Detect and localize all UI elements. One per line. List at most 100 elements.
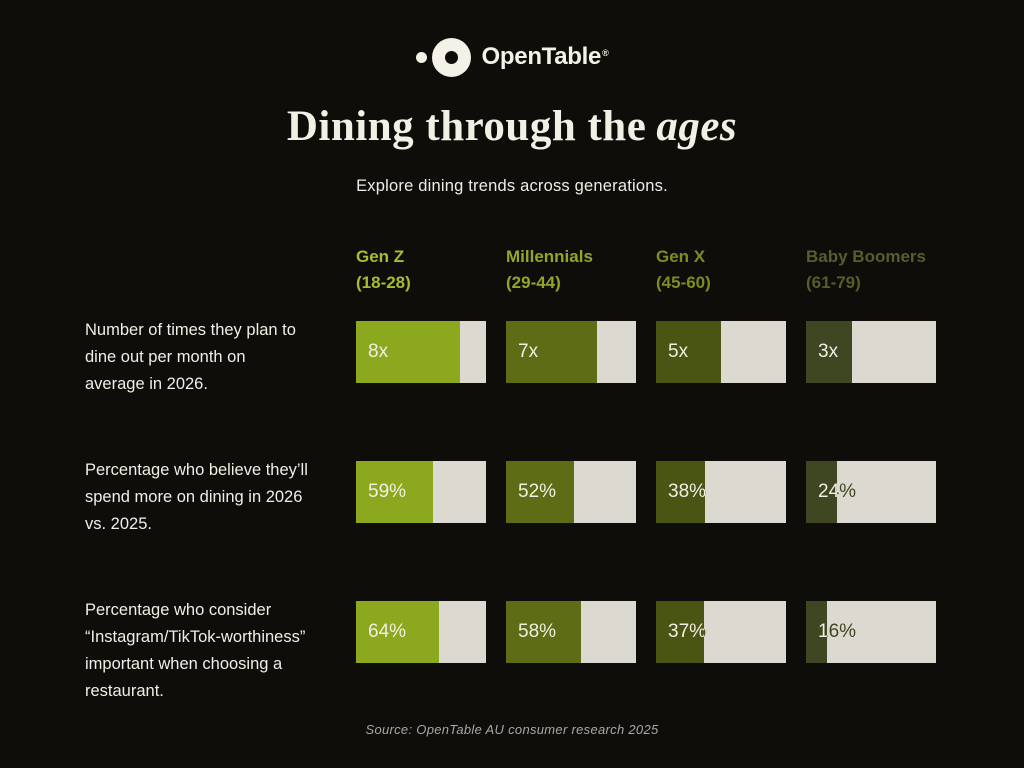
logo-donut-icon bbox=[431, 37, 471, 77]
generation-column-headers: Gen Z (18-28) Millennials (29-44) Gen X … bbox=[356, 244, 936, 296]
bar-baby-boomers: 3x 3x bbox=[806, 321, 936, 383]
bar-value: 59% bbox=[368, 481, 407, 502]
bar-value: 16% bbox=[818, 621, 827, 642]
bar-millennials: 52% 52% bbox=[506, 461, 636, 523]
metric-row-spend-more: Percentage who believe they’ll spend mor… bbox=[0, 461, 1024, 533]
bar-fill bbox=[356, 601, 440, 663]
logo-wordmark: OpenTable® bbox=[482, 43, 609, 71]
bar-value-under: 58% bbox=[518, 621, 557, 642]
bar-value-clip: 52% bbox=[506, 461, 574, 523]
row-label-line: restaurant. bbox=[85, 682, 164, 700]
bar-value-under: 5x bbox=[668, 341, 689, 362]
bar-fill bbox=[506, 321, 597, 383]
column-header-gen-x: Gen X (45-60) bbox=[656, 244, 786, 296]
bar-value-clip: 37% bbox=[656, 601, 704, 663]
column-header-gen-z: Gen Z (18-28) bbox=[356, 244, 486, 296]
column-header-baby-boomers: Baby Boomers (61-79) bbox=[806, 244, 936, 296]
bar-fill bbox=[656, 461, 706, 523]
bar-value: 37% bbox=[668, 621, 705, 642]
bar-value-clip: 24% bbox=[806, 461, 837, 523]
opentable-logo: OpenTable® bbox=[0, 37, 1024, 77]
bar-fill bbox=[806, 461, 838, 523]
bar-value-under: 8x bbox=[368, 341, 389, 362]
bar-value-clip: 38% bbox=[656, 461, 705, 523]
bar-millennials: 7x 7x bbox=[506, 321, 636, 383]
column-name: Gen Z bbox=[356, 247, 405, 266]
bar-millennials: 58% 58% bbox=[506, 601, 636, 663]
page-subtitle: Explore dining trends across generations… bbox=[356, 177, 668, 195]
bar-value-under: 64% bbox=[368, 621, 407, 642]
bar-value-clip: 5x bbox=[656, 321, 721, 383]
bar-value-clip: 58% bbox=[506, 601, 581, 663]
bar-value-under: 37% bbox=[668, 621, 707, 642]
bar-value: 7x bbox=[518, 341, 539, 362]
row-label: Percentage who consider “Instagram/TikTo… bbox=[85, 597, 365, 705]
bar-fill bbox=[656, 601, 705, 663]
row-label-line: Number of times they plan to bbox=[85, 321, 296, 339]
bar-value: 38% bbox=[668, 481, 706, 502]
metric-row-social-worthiness: Percentage who consider “Instagram/TikTo… bbox=[0, 601, 1024, 700]
bar-fill bbox=[506, 601, 582, 663]
bar-value: 8x bbox=[368, 341, 389, 362]
logo-dot-icon bbox=[415, 51, 427, 63]
bar-value-under: 38% bbox=[668, 481, 707, 502]
metric-row-dine-out-frequency: Number of times they plan to dine out pe… bbox=[0, 321, 1024, 393]
bar-fill bbox=[656, 321, 721, 383]
source-attribution: Source: OpenTable AU consumer research 2… bbox=[365, 722, 659, 737]
row-label-line: vs. 2025. bbox=[85, 515, 152, 533]
bar-fill bbox=[356, 321, 460, 383]
page-title-regular: Dining through the bbox=[286, 103, 647, 150]
row-label: Number of times they plan to dine out pe… bbox=[85, 317, 365, 398]
column-age-range: (45-60) bbox=[656, 273, 711, 292]
registered-trademark-symbol: ® bbox=[602, 48, 609, 58]
row-label-line: “Instagram/TikTok-worthiness” bbox=[85, 628, 306, 646]
bar-value-under: 24% bbox=[818, 481, 857, 502]
row-label-line: dine out per month on bbox=[85, 348, 246, 366]
column-name: Millennials bbox=[506, 247, 593, 266]
column-name: Baby Boomers bbox=[806, 247, 926, 266]
bar-gen-z: 59% 59% bbox=[356, 461, 486, 523]
bar-value: 64% bbox=[368, 621, 407, 642]
bar-group: 8x 8x 7x 7x 5x 5x 3x bbox=[356, 321, 936, 383]
column-age-range: (18-28) bbox=[356, 273, 411, 292]
bar-value-under: 59% bbox=[368, 481, 407, 502]
column-header-millennials: Millennials (29-44) bbox=[506, 244, 636, 296]
bar-gen-x: 38% 38% bbox=[656, 461, 786, 523]
bar-baby-boomers: 16% 16% bbox=[806, 601, 936, 663]
bar-value-under: 52% bbox=[518, 481, 557, 502]
column-age-range: (61-79) bbox=[806, 273, 861, 292]
bar-value: 5x bbox=[668, 341, 689, 362]
bar-value-clip: 64% bbox=[356, 601, 439, 663]
bar-value-clip: 59% bbox=[356, 461, 433, 523]
bar-value: 58% bbox=[518, 621, 557, 642]
row-label-line: average in 2026. bbox=[85, 375, 208, 393]
page-title: Dining through the ages bbox=[0, 102, 1024, 151]
bar-value-under: 16% bbox=[818, 621, 857, 642]
row-label-line: important when choosing a bbox=[85, 655, 283, 673]
page-title-italic: ages bbox=[656, 103, 738, 150]
bar-gen-z: 64% 64% bbox=[356, 601, 486, 663]
logo-wordmark-text: OpenTable bbox=[481, 43, 602, 70]
row-label: Percentage who believe they’ll spend mor… bbox=[85, 457, 365, 538]
row-label-line: Percentage who consider bbox=[85, 601, 272, 619]
bar-group: 59% 59% 52% 52% 38% 38% bbox=[356, 461, 936, 523]
bar-gen-x: 5x 5x bbox=[656, 321, 786, 383]
bar-value-clip: 16% bbox=[806, 601, 827, 663]
bar-value-clip: 8x bbox=[356, 321, 460, 383]
bar-baby-boomers: 24% 24% bbox=[806, 461, 936, 523]
bar-gen-x: 37% 37% bbox=[656, 601, 786, 663]
row-label-line: Percentage who believe they’ll bbox=[85, 461, 308, 479]
logo-donut-hole bbox=[444, 50, 458, 64]
bar-value: 24% bbox=[818, 481, 838, 502]
column-name: Gen X bbox=[656, 247, 706, 266]
row-label-line: spend more on dining in 2026 bbox=[85, 488, 303, 506]
bar-fill bbox=[806, 601, 827, 663]
bar-fill bbox=[506, 461, 574, 523]
bar-fill bbox=[806, 321, 852, 383]
bar-value-under: 7x bbox=[518, 341, 539, 362]
bar-value-under: 3x bbox=[818, 341, 839, 362]
column-age-range: (29-44) bbox=[506, 273, 561, 292]
bar-value-clip: 7x bbox=[506, 321, 597, 383]
bar-fill bbox=[356, 461, 433, 523]
